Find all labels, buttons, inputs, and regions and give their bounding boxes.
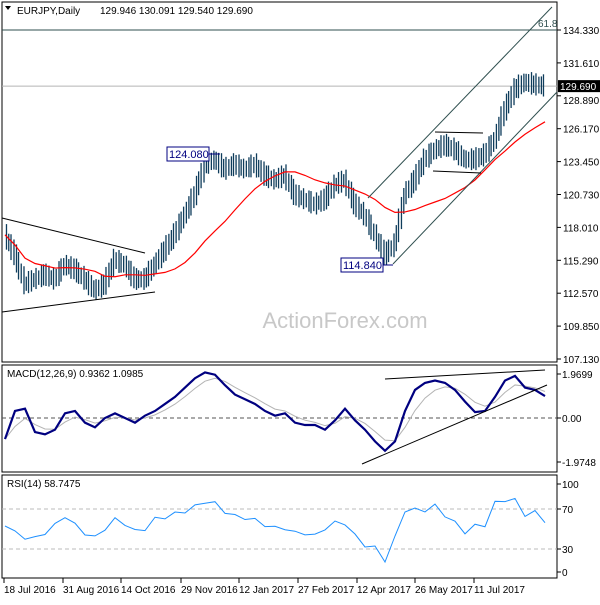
rsi-line <box>4 497 546 564</box>
date-tick-label: 14 Oct 2016 <box>121 585 176 596</box>
price-tick-label: 109.850 <box>563 322 600 333</box>
range-bottom-line[interactable] <box>432 170 482 174</box>
macd-axis: 1.9699 0.00 -1.9748 <box>557 370 596 469</box>
date-tick-label: 29 Nov 2016 <box>181 585 238 596</box>
current-price-value: 129.690 <box>560 82 597 93</box>
date-tick-label: 31 Aug 2016 <box>63 585 120 596</box>
rsi-tick-label: 70 <box>562 505 574 516</box>
price-tick-label: 107.130 <box>563 355 600 366</box>
date-tick-label: 12 Jan 2017 <box>239 585 294 596</box>
date-tick-label: 18 Jul 2016 <box>4 585 56 596</box>
symbol-label: EURJPY,Daily <box>17 6 80 17</box>
rsi-levels <box>2 508 557 550</box>
rsi-tick-label: 0 <box>562 568 568 579</box>
price-tick-label: 118.010 <box>563 223 599 234</box>
rsi-tick-label: 100 <box>562 480 579 491</box>
date-tick-label: 26 May 2017 <box>415 585 473 596</box>
macd-signal-line <box>4 377 546 442</box>
price-tick-label: 123.450 <box>563 158 600 169</box>
rsi-axis: 100 70 30 0 <box>557 480 579 579</box>
macd-title: MACD(12,26,9) 0.9362 1.0985 <box>7 369 144 380</box>
channel-lower-line[interactable] <box>392 91 558 265</box>
watermark: ActionForex.com <box>262 308 427 333</box>
price-axis: 134.330 131.610 128.890 126.170 123.450 120.7… <box>557 26 600 366</box>
channel-upper-line[interactable] <box>367 6 553 199</box>
high-label: 124.080 <box>169 149 209 161</box>
macd-tick-label: 0.00 <box>562 414 582 425</box>
price-bars <box>5 72 545 300</box>
low-label-box: 114.840 <box>340 257 393 273</box>
ohlc-values: 129.946 130.091 129.540 129.690 <box>100 6 253 17</box>
main-panel <box>1 1 558 363</box>
price-tick-label: 115.290 <box>563 256 599 267</box>
price-tick-label: 131.610 <box>563 59 600 70</box>
price-tick-label: 126.170 <box>563 125 600 136</box>
date-tick-label: 27 Feb 2017 <box>298 585 355 596</box>
rsi-panel <box>1 474 558 579</box>
date-axis: 18 Jul 2016 31 Aug 2016 14 Oct 2016 29 Nov … <box>3 578 525 596</box>
price-tick-label: 112.570 <box>563 289 599 300</box>
date-tick-label: 12 Apr 2017 <box>357 585 411 596</box>
dropdown-triangle-icon[interactable] <box>5 6 11 10</box>
date-tick-label: 11 Jul 2017 <box>474 585 525 596</box>
moving-average-line <box>4 121 546 278</box>
triangle-lower-trendline[interactable] <box>1 291 156 313</box>
price-tick-label: 134.330 <box>563 26 600 37</box>
price-tick-label: 128.890 <box>563 96 600 107</box>
high-label-box: 124.080 <box>166 146 220 162</box>
macd-line <box>3 371 546 453</box>
rsi-title: RSI(14) 58.7475 <box>7 479 81 490</box>
rsi-tick-label: 30 <box>562 545 574 556</box>
range-top-line[interactable] <box>434 131 484 134</box>
price-tick-label: 120.730 <box>563 191 600 202</box>
triangle-upper-trendline[interactable] <box>1 217 146 254</box>
macd-tick-label: 1.9699 <box>562 370 593 381</box>
current-price-tag: 129.690 <box>558 80 600 93</box>
macd-bottom-trendline[interactable] <box>361 384 548 465</box>
macd-tick-label: -1.9748 <box>562 458 596 469</box>
low-label: 114.840 <box>343 260 382 272</box>
fib-label: 61.8 <box>538 19 558 30</box>
macd-top-trendline[interactable] <box>384 369 546 380</box>
